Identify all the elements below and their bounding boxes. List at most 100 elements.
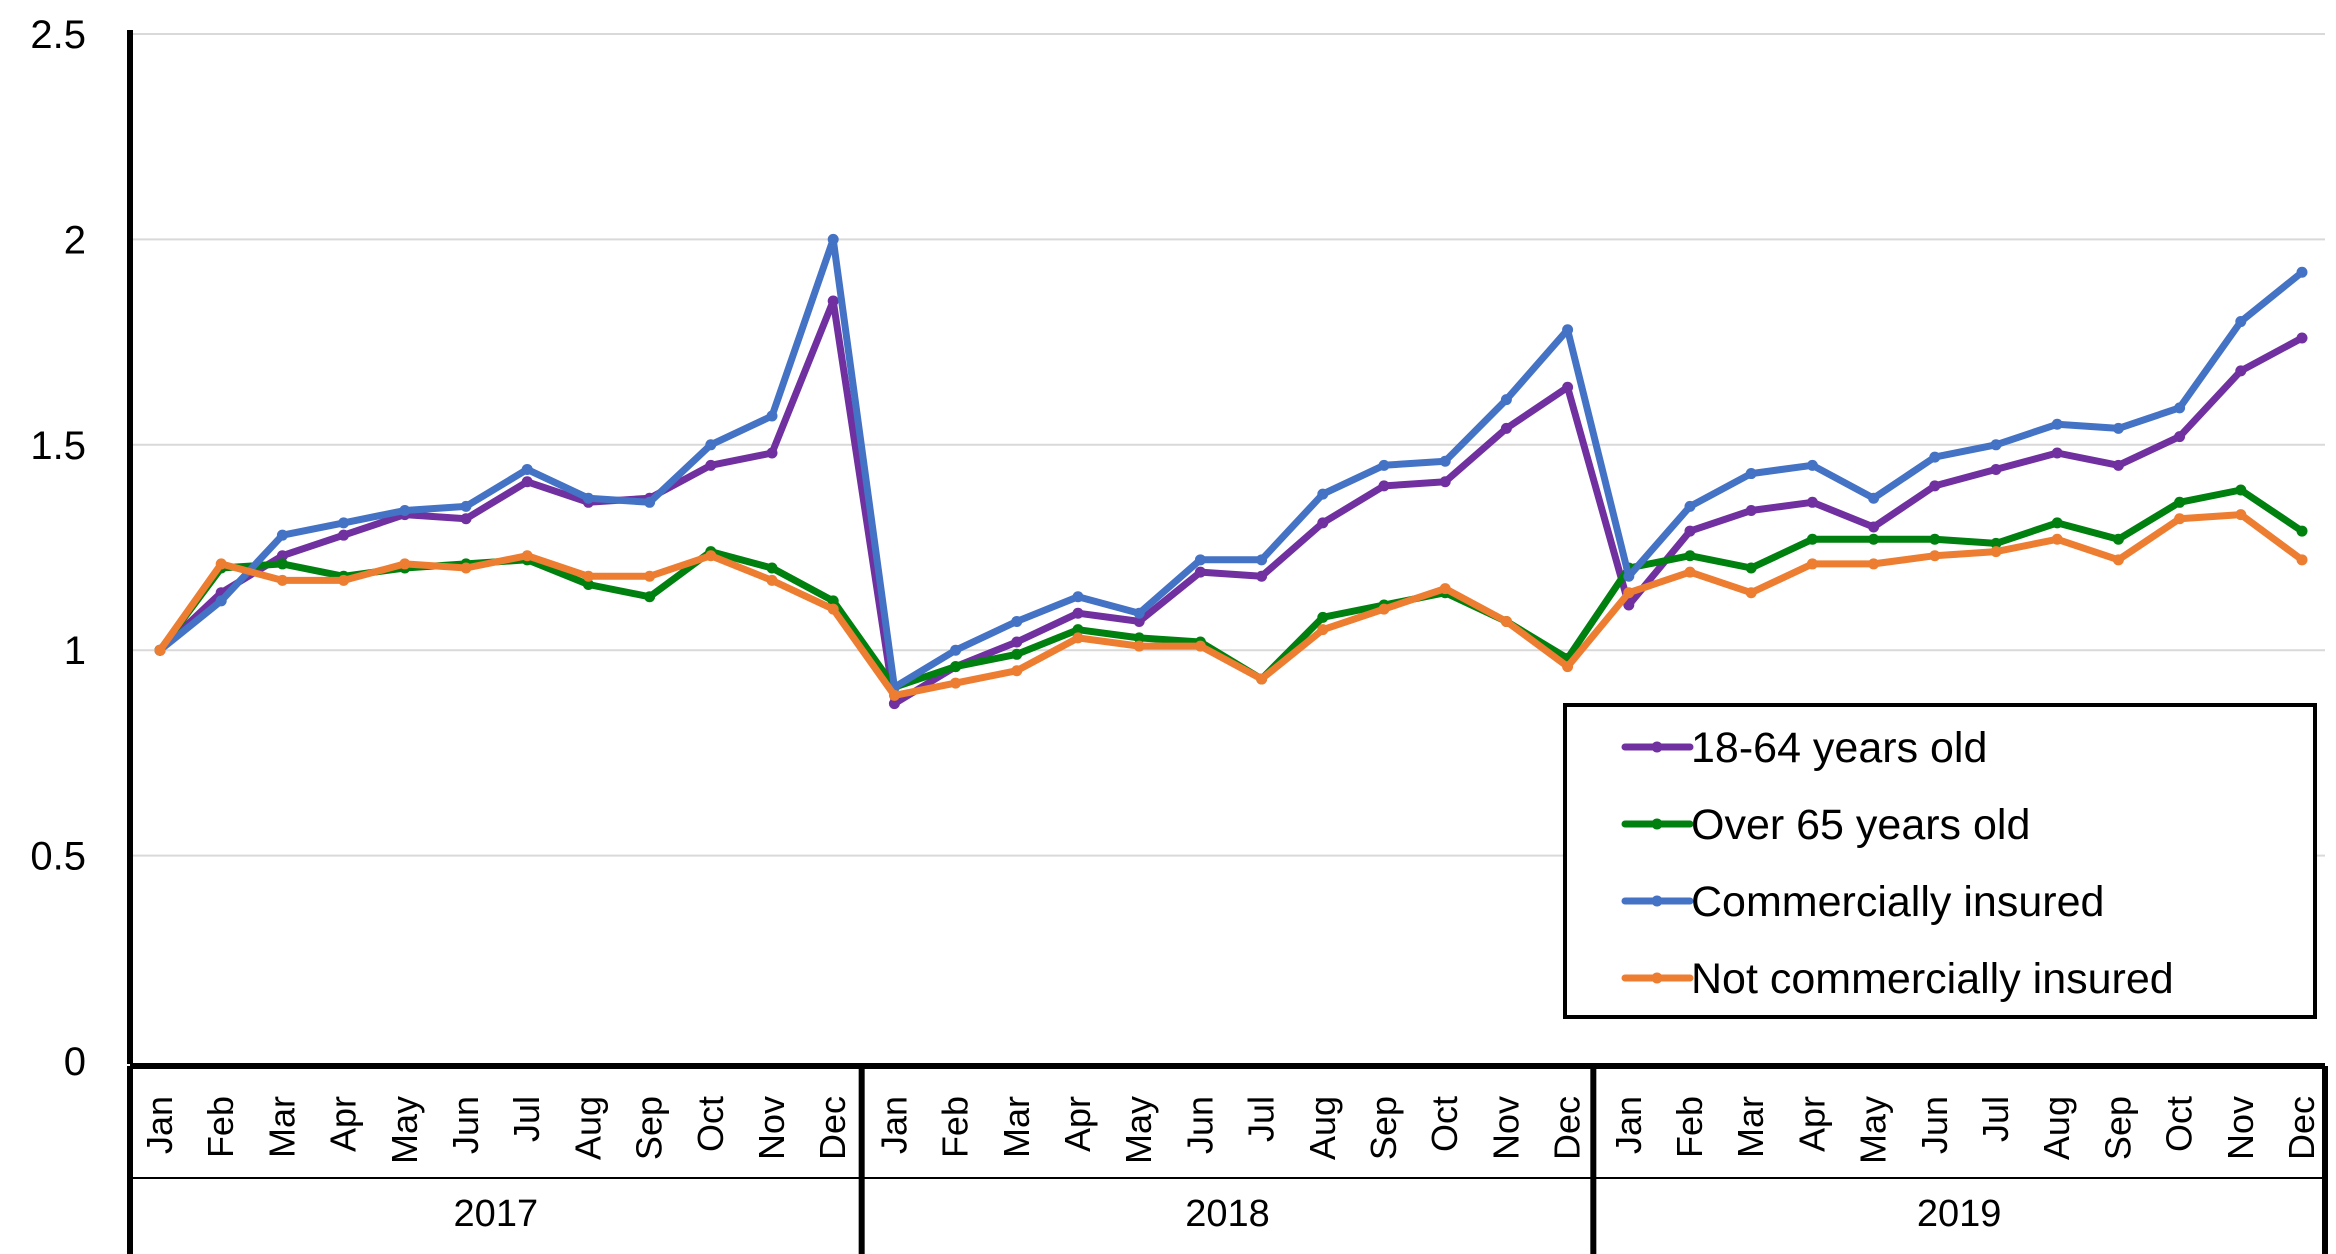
data-point bbox=[1929, 480, 1941, 492]
x-tick-label: Feb bbox=[1669, 1096, 1710, 1158]
x-tick-label: Jun bbox=[1914, 1096, 1955, 1154]
y-tick-label: 2.5 bbox=[30, 13, 86, 57]
x-tick-label: Dec bbox=[812, 1096, 853, 1160]
data-point bbox=[276, 529, 288, 541]
data-point bbox=[2112, 533, 2124, 545]
data-point bbox=[2112, 422, 2124, 434]
data-point bbox=[644, 591, 656, 603]
data-point bbox=[1806, 558, 1818, 570]
data-point bbox=[338, 517, 350, 529]
data-point bbox=[766, 574, 778, 586]
x-tick-label: Jul bbox=[1241, 1096, 1282, 1142]
data-point bbox=[827, 603, 839, 615]
x-tick-label: Jun bbox=[445, 1096, 486, 1154]
data-point bbox=[1929, 451, 1941, 463]
data-point bbox=[1256, 673, 1268, 685]
data-point bbox=[644, 496, 656, 508]
data-point bbox=[399, 558, 411, 570]
x-tick-label: Nov bbox=[1485, 1096, 1526, 1160]
data-point bbox=[766, 562, 778, 574]
data-point bbox=[276, 558, 288, 570]
data-point bbox=[2296, 525, 2308, 537]
data-point bbox=[215, 558, 227, 570]
x-tick-label: Sep bbox=[629, 1096, 670, 1160]
data-point bbox=[338, 574, 350, 586]
data-point bbox=[888, 698, 900, 710]
series-line bbox=[156, 297, 2306, 708]
data-point bbox=[1317, 517, 1329, 529]
data-point bbox=[1745, 562, 1757, 574]
data-point bbox=[1378, 459, 1390, 471]
data-point bbox=[827, 295, 839, 307]
x-tick-label: Feb bbox=[200, 1096, 241, 1158]
data-point bbox=[1317, 611, 1329, 623]
data-point bbox=[1500, 394, 1512, 406]
data-point bbox=[1133, 632, 1145, 644]
data-point bbox=[1868, 558, 1880, 570]
data-point bbox=[705, 439, 717, 451]
x-tick-label: Aug bbox=[2036, 1096, 2077, 1160]
x-tick-label: Apr bbox=[1791, 1096, 1832, 1152]
series-line bbox=[156, 235, 2306, 691]
series-lines bbox=[154, 233, 2308, 710]
data-point bbox=[950, 661, 962, 673]
data-point bbox=[766, 447, 778, 459]
x-tick-label: Oct bbox=[1424, 1096, 1465, 1152]
data-point bbox=[1745, 505, 1757, 517]
data-point bbox=[1684, 525, 1696, 537]
data-point bbox=[950, 644, 962, 656]
data-point bbox=[2296, 332, 2308, 344]
data-point bbox=[1439, 476, 1451, 488]
x-tick-label: May bbox=[1853, 1096, 1894, 1164]
data-point bbox=[582, 492, 594, 504]
data-point bbox=[2051, 418, 2063, 430]
x-tick-label: Jun bbox=[1179, 1096, 1220, 1154]
data-point bbox=[827, 233, 839, 245]
data-point bbox=[1868, 492, 1880, 504]
data-point bbox=[1011, 648, 1023, 660]
data-point bbox=[888, 689, 900, 701]
legend-marker bbox=[1651, 818, 1663, 830]
x-tick-label: Oct bbox=[690, 1096, 731, 1152]
data-point bbox=[2296, 266, 2308, 278]
data-point bbox=[460, 562, 472, 574]
data-point bbox=[1806, 533, 1818, 545]
series-1 bbox=[154, 295, 2308, 710]
data-point bbox=[1623, 570, 1635, 582]
y-tick-label: 1.5 bbox=[30, 424, 86, 468]
data-point bbox=[582, 570, 594, 582]
x-tick-label: Nov bbox=[2220, 1096, 2261, 1160]
data-point bbox=[705, 550, 717, 562]
data-point bbox=[1806, 496, 1818, 508]
data-point bbox=[1439, 455, 1451, 467]
x-tick-label: Aug bbox=[1302, 1096, 1343, 1160]
data-point bbox=[2296, 554, 2308, 566]
x-tick-label: Dec bbox=[2281, 1096, 2322, 1160]
data-point bbox=[2174, 496, 2186, 508]
data-point bbox=[1990, 463, 2002, 475]
data-point bbox=[1806, 459, 1818, 471]
legend-marker bbox=[1651, 741, 1663, 753]
data-point bbox=[1990, 546, 2002, 558]
data-point bbox=[154, 644, 166, 656]
data-point bbox=[1256, 570, 1268, 582]
x-tick-label: Jul bbox=[506, 1096, 547, 1142]
y-tick-label: 2 bbox=[64, 218, 86, 262]
data-point bbox=[1011, 615, 1023, 627]
data-point bbox=[1133, 640, 1145, 652]
data-point bbox=[1684, 550, 1696, 562]
x-tick-label: Aug bbox=[567, 1096, 608, 1160]
data-point bbox=[2112, 459, 2124, 471]
x-tick-label: Mar bbox=[261, 1096, 302, 1158]
x-tick-label: Jul bbox=[1975, 1096, 2016, 1142]
x-tick-label: Apr bbox=[1057, 1096, 1098, 1152]
data-point bbox=[2051, 533, 2063, 545]
data-point bbox=[1623, 587, 1635, 599]
data-point bbox=[2235, 365, 2247, 377]
year-label: 2018 bbox=[1185, 1193, 1270, 1235]
data-point bbox=[338, 529, 350, 541]
data-point bbox=[1194, 566, 1206, 578]
legend-label: 18-64 years old bbox=[1691, 724, 1987, 772]
